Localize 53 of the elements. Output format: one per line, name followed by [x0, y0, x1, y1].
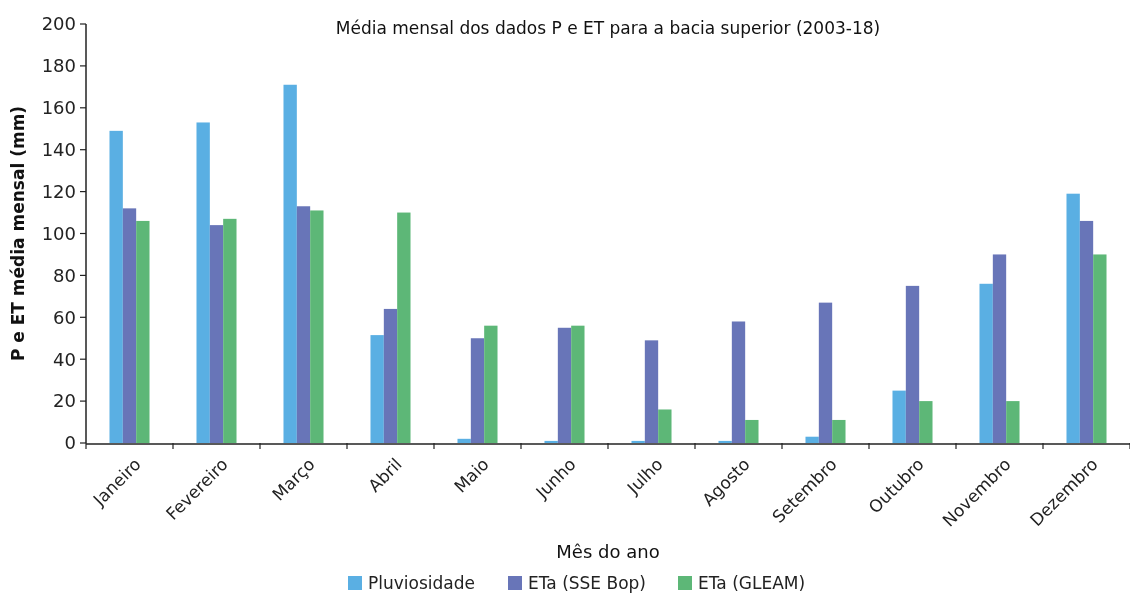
y-tick-label: 180: [41, 55, 76, 77]
y-tick-label: 160: [41, 97, 76, 119]
bar: [718, 440, 732, 443]
bar: [892, 390, 906, 443]
chart-title: Média mensal dos dados P e ET para a bacia superior (2003-18): [335, 18, 881, 38]
bar: [470, 338, 485, 443]
y-axis-title: P e ET média mensal (mm): [8, 105, 28, 362]
bar: [658, 409, 672, 443]
bar: [905, 285, 920, 443]
bar: [136, 220, 150, 443]
y-tick-label: 60: [53, 306, 76, 328]
bar: [196, 122, 210, 443]
bar: [544, 440, 558, 443]
bar: [283, 84, 297, 443]
bar: [805, 436, 819, 443]
bar: [818, 302, 833, 443]
bar: [571, 325, 585, 443]
y-tick-label: 120: [41, 180, 76, 202]
bar: [832, 419, 846, 443]
bar: [310, 210, 324, 443]
bar: [397, 212, 411, 443]
bar: [745, 419, 759, 443]
y-tick-label: 80: [53, 264, 76, 286]
x-axis-title: Mês do ano: [556, 541, 660, 562]
y-tick-label: 20: [53, 390, 76, 412]
bar: [370, 335, 384, 443]
bar: [209, 225, 224, 443]
legend-label: Pluviosidade: [368, 573, 475, 593]
bar: [992, 254, 1007, 443]
bar: [631, 440, 645, 443]
bar: [1093, 254, 1107, 443]
bar: [109, 130, 123, 443]
bar: [731, 321, 746, 443]
legend-label: ETa (GLEAM): [698, 573, 806, 593]
bar: [122, 208, 137, 443]
bar: [383, 308, 398, 443]
bar: [1006, 401, 1020, 443]
bar: [296, 206, 311, 443]
bar: [223, 218, 237, 443]
bar: [557, 327, 572, 443]
bar: [919, 401, 933, 443]
bar: [979, 283, 993, 443]
y-tick-label: 40: [53, 348, 76, 370]
y-tick-label: 140: [41, 139, 76, 160]
bar: [1066, 193, 1080, 443]
y-tick-label: 200: [41, 13, 76, 35]
bar: [457, 438, 471, 443]
bar: [644, 340, 659, 443]
bar: [484, 325, 498, 443]
y-tick-label: 100: [41, 222, 76, 244]
legend-label: ETa (SSE Bop): [528, 573, 646, 593]
bar: [1079, 220, 1094, 443]
y-tick-label: 0: [64, 432, 76, 454]
